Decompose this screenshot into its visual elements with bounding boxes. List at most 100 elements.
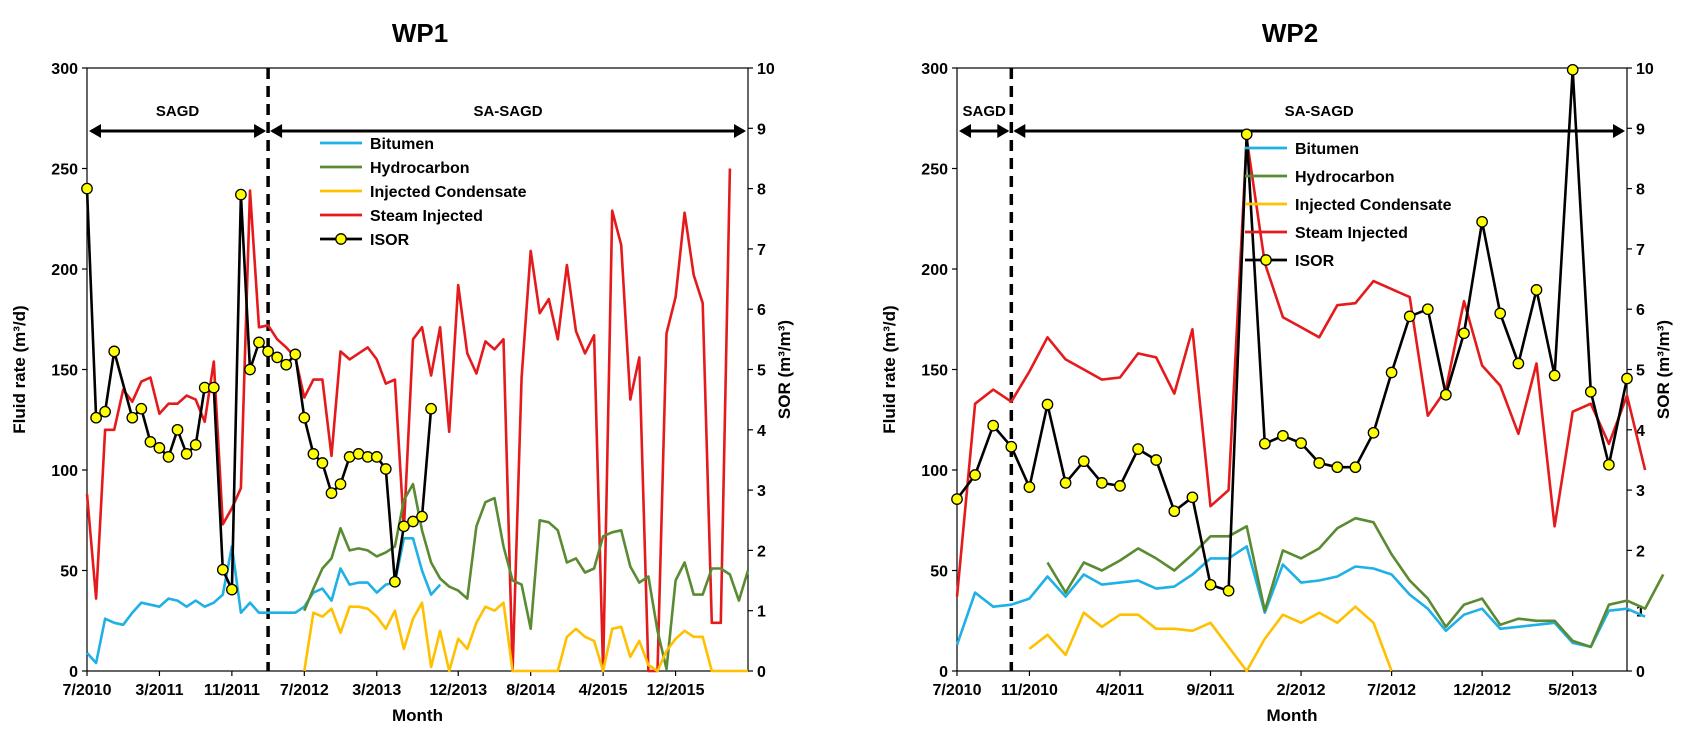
legend-label-steam: Steam Injected (1295, 225, 1408, 242)
left-tick-label: 0 (939, 664, 948, 681)
isor-point (969, 469, 981, 481)
phase-arrow-sa-sagd (270, 124, 746, 138)
isor-point (1566, 63, 1579, 76)
x-tick-label: 11/2011 (204, 682, 260, 699)
right-tick-label: 2 (757, 543, 766, 560)
y-axis-left-label: Fluid rate (m³/d) (10, 305, 29, 433)
phase-arrow-sagd (89, 124, 267, 138)
right-tick-label: 1 (757, 604, 766, 621)
chart-wp1: WP1 0 50 100 150 200 250 300 0 1 2 3 4 5 6 7 8 9 10 7/2010 3… (10, 18, 794, 725)
isor-point (398, 520, 410, 533)
isor-point (280, 358, 293, 371)
series-line-bitumen (86, 537, 442, 665)
isor-point (425, 402, 437, 415)
isor-point (1277, 429, 1289, 442)
isor-point (135, 402, 148, 415)
series-line-hydrocarbon (1046, 516, 1665, 649)
right-tick-label: 10 (1636, 61, 1654, 78)
x-tick-label: 8/2014 (506, 682, 555, 699)
isor-point (289, 348, 302, 361)
legend-label-bitumen: Bitumen (1295, 141, 1359, 158)
y-axis-right-label: SOR (m³/m³) (775, 320, 794, 419)
chart-title: WP1 (392, 18, 448, 48)
isor-point (1403, 310, 1416, 323)
right-tick-label: 6 (757, 302, 766, 319)
isor-point (334, 478, 347, 490)
series-line-steam (955, 137, 1647, 597)
x-tick-label: 12/2013 (429, 682, 487, 699)
left-tick-label: 200 (51, 262, 78, 279)
legend-label-isor: ISOR (370, 232, 410, 249)
series-line-condensate (303, 601, 748, 673)
isor-point (1204, 578, 1217, 591)
series-line-bitumen (955, 545, 1646, 649)
isor-point (153, 442, 166, 454)
isor-point (108, 345, 121, 358)
isor-point (1621, 372, 1633, 385)
x-tick-label: 4/2011 (1096, 682, 1144, 699)
isor-point (389, 575, 401, 588)
isor-point (1132, 443, 1144, 455)
y-axis-left-label: Fluid rate (m³/d) (880, 305, 899, 433)
isor-point (298, 411, 311, 424)
isor-point (1476, 215, 1488, 228)
isor-point (244, 363, 256, 376)
legend-label-bitumen: Bitumen (370, 136, 434, 153)
isor-point (1168, 505, 1181, 518)
isor-point (416, 510, 428, 523)
left-tick-label: 150 (51, 363, 78, 380)
x-tick-label: 7/2012 (280, 682, 329, 699)
series-line-hydrocarbon (303, 482, 750, 671)
right-tick-label: 0 (1636, 664, 1645, 681)
isor-point (216, 563, 229, 576)
left-tick-label: 250 (51, 162, 78, 179)
legend: Bitumen Hydrocarbon Injected Condensate Ste… (1245, 141, 1452, 270)
x-tick-label: 3/2011 (135, 682, 183, 699)
x-tick-label: 3/2013 (352, 682, 401, 699)
isor-point (1385, 366, 1398, 379)
right-tick-label: 5 (757, 363, 766, 380)
isor-point (90, 411, 102, 424)
left-tick-label: 150 (921, 363, 948, 380)
right-tick-label: 1 (1636, 604, 1645, 621)
legend: Bitumen Hydrocarbon Injected Condensate Ste… (320, 136, 527, 249)
x-tick-label: 2/2012 (1277, 682, 1326, 699)
isor-point (1186, 491, 1199, 504)
phase-label-sa-sagd: SA-SAGD (1285, 103, 1354, 120)
left-tick-label: 200 (921, 262, 948, 279)
isor-point (1114, 480, 1126, 492)
isor-point (271, 351, 284, 364)
x-tick-label: 7/2010 (933, 682, 982, 699)
legend-marker-isor (1260, 254, 1272, 266)
isor-point (1331, 461, 1344, 474)
left-tick-label: 0 (69, 664, 78, 681)
right-tick-label: 9 (1636, 121, 1645, 138)
legend-label-isor: ISOR (1295, 253, 1335, 270)
chart-wp2: WP2 0 50 100 150 200 250 300 0 1 2 3 4 5 6 7 8 9 10 7/2010 1… (880, 18, 1673, 725)
isor-point (1150, 454, 1163, 466)
y-axis-right-label: SOR (m³/m³) (1654, 320, 1673, 419)
left-tick-label: 50 (60, 564, 78, 581)
phase-arrow-sagd (959, 124, 1010, 138)
left-tick-label: 300 (921, 61, 948, 78)
isor-point (1494, 307, 1507, 320)
isor-point (144, 436, 157, 448)
left-tick-label: 300 (51, 61, 78, 78)
isor-point (1512, 357, 1525, 370)
legend-label-steam: Steam Injected (370, 208, 483, 225)
legend-label-condensate: Injected Condensate (370, 184, 527, 201)
isor-point (126, 411, 139, 424)
isor-point (1548, 369, 1561, 382)
isor-point (81, 182, 93, 195)
x-tick-label: 12/2012 (1453, 682, 1511, 699)
isor-point (379, 463, 392, 475)
x-tick-label: 12/2015 (647, 682, 705, 699)
legend-label-hydrocarbon: Hydrocarbon (370, 160, 470, 177)
chart-title: WP2 (1262, 18, 1318, 48)
legend-label-hydrocarbon: Hydrocarbon (1295, 169, 1395, 186)
right-tick-label: 6 (1636, 302, 1645, 319)
isor-point (1222, 584, 1235, 597)
isor-point (1258, 437, 1271, 450)
phase-label-sagd: SAGD (962, 103, 1006, 120)
phase-label-sagd: SAGD (156, 103, 200, 120)
